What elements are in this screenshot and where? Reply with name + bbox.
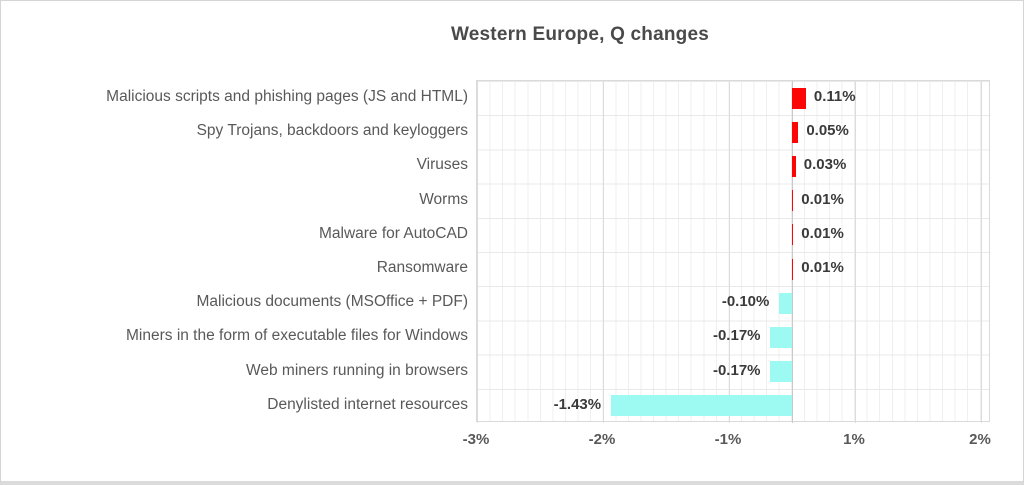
bar-negative <box>779 292 792 314</box>
category-label: Malicious scripts and phishing pages (JS… <box>106 88 468 105</box>
bar-positive <box>792 121 799 143</box>
gridline-major <box>603 81 604 423</box>
bar-positive <box>792 224 794 246</box>
x-tick-label: 1% <box>843 431 865 448</box>
bar-negative <box>611 395 792 417</box>
category-label: Ransomware <box>376 259 468 276</box>
value-label: -1.43% <box>553 395 602 413</box>
x-tick-label: -3% <box>462 431 490 448</box>
bar-positive <box>792 258 794 280</box>
value-label: -0.17% <box>712 327 761 345</box>
value-label: -0.17% <box>712 361 761 379</box>
category-label: Malicious documents (MSOffice + PDF) <box>196 293 468 311</box>
bar-positive <box>792 190 794 212</box>
value-label: 0.03% <box>803 156 847 174</box>
chart-title: Western Europe, Q changes <box>450 24 710 45</box>
gridline-major <box>477 81 478 423</box>
category-label: Viruses <box>416 156 468 174</box>
category-label: Spy Trojans, backdoors and keyloggers <box>196 122 468 140</box>
category-label: Miners in the form of executable files f… <box>126 327 468 345</box>
value-label: 0.05% <box>806 122 849 140</box>
value-label: 0.01% <box>801 224 844 242</box>
value-label: 0.01% <box>801 259 844 276</box>
gridline-major <box>855 81 856 423</box>
value-label: 0.11% <box>813 88 856 105</box>
category-label: Malware for AutoCAD <box>318 224 468 242</box>
bar-negative <box>770 361 792 383</box>
value-label: 0.01% <box>801 190 844 208</box>
gridline-major <box>729 81 730 423</box>
bar-positive <box>792 155 796 177</box>
value-label: -0.10% <box>721 293 770 311</box>
category-label: Web miners running in browsers <box>246 361 468 379</box>
category-label: Worms <box>419 190 468 208</box>
bar-positive <box>792 87 806 109</box>
x-tick-label: -2% <box>588 431 616 448</box>
x-tick-label: 2% <box>969 431 991 448</box>
x-tick-label: -1% <box>714 431 742 448</box>
plot-area <box>476 80 990 423</box>
gridline-major <box>981 81 982 423</box>
zero-axis-line <box>792 81 793 423</box>
category-label: Denylisted internet resources <box>267 395 468 413</box>
bar-negative <box>770 326 792 348</box>
